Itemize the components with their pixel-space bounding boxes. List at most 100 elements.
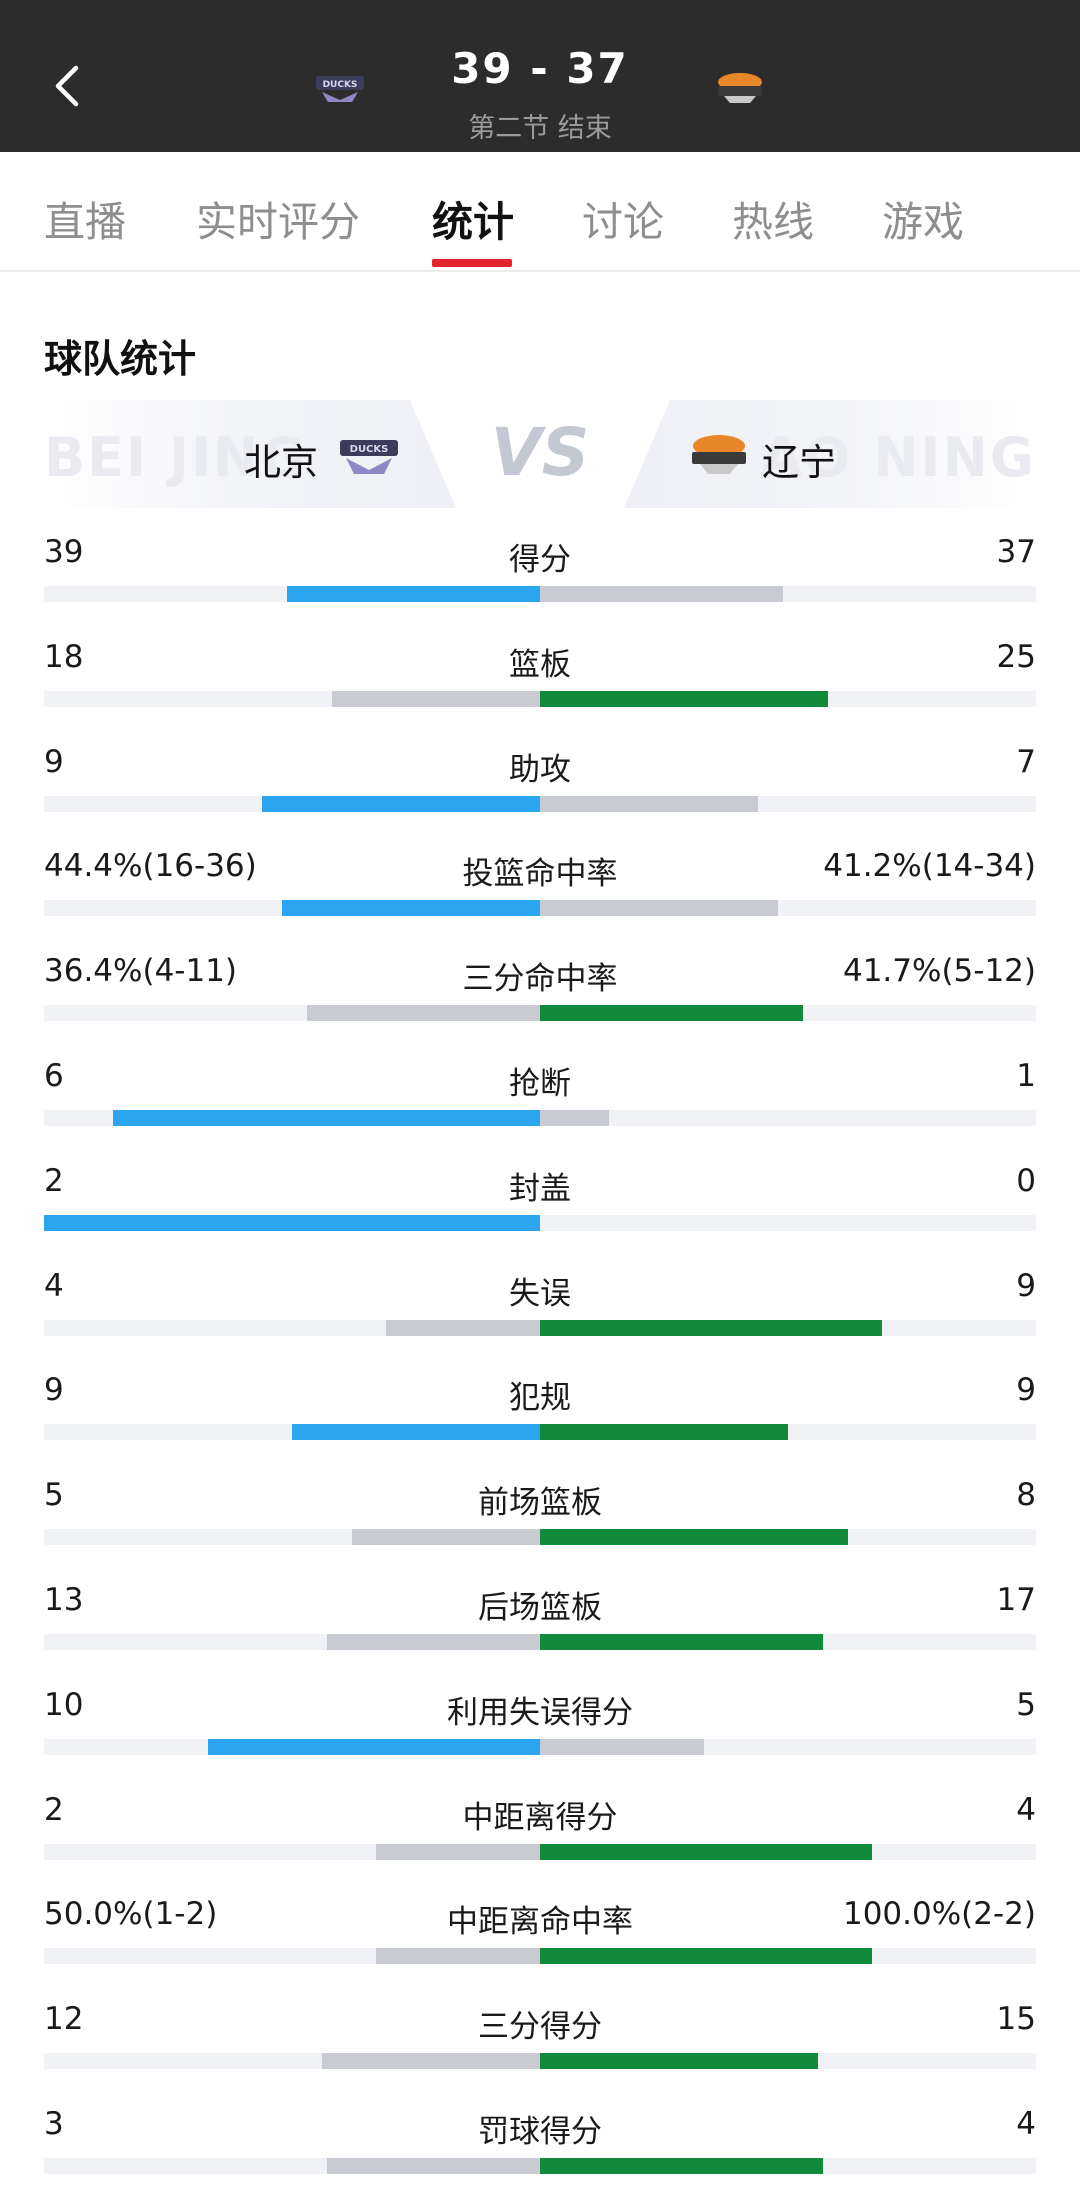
tab-live-rating[interactable]: 实时评分 (196, 198, 360, 246)
stat-bar-track (44, 1843, 1036, 1860)
match-score: 39 - 37 (451, 44, 629, 93)
stat-away-value: 100.0%(2-2) (842, 1896, 1036, 1933)
tab-games[interactable]: 游戏 (882, 198, 964, 246)
stat-away-value: 17 (996, 1582, 1036, 1618)
stat-home-value: 50.0%(1-2) (44, 1896, 218, 1933)
stat-bar-away (540, 1634, 823, 1650)
stat-bar-home (282, 900, 540, 917)
stat-row: 10 利用失误得分 5 (44, 1683, 1036, 1788)
stat-row: 2 中距离得分 4 (44, 1788, 1036, 1893)
stat-label: 三分命中率 (462, 961, 618, 998)
stat-row: 13 后场篮板 17 (44, 1578, 1036, 1683)
home-bg-text: BEI JING (44, 426, 307, 489)
stat-row: 6 抢断 1 (44, 1054, 1036, 1159)
stat-home-value: 44.4%(16-36) (44, 848, 257, 885)
stat-bar-home (262, 795, 540, 812)
stat-home-value: 2 (44, 1162, 64, 1199)
away-team-name: 辽宁 (762, 441, 836, 484)
stat-row: 2 封盖 0 (44, 1159, 1036, 1264)
stat-bar-away (540, 1424, 788, 1441)
stat-bar-home (326, 1634, 540, 1650)
stat-away-value: 15 (996, 2001, 1036, 2038)
stat-label: 罚球得分 (478, 2114, 602, 2150)
stat-bar-away (540, 690, 828, 707)
stat-label: 中距离命中率 (447, 1904, 633, 1941)
stat-home-value: 18 (44, 638, 84, 675)
stat-label: 三分得分 (478, 2009, 602, 2046)
matchup-banner: BEI JING AO NING 北京 DUCKS VS 辽宁 (44, 400, 1036, 508)
stat-row: 5 前场篮板 8 (44, 1473, 1036, 1578)
section-title: 球队统计 (44, 337, 197, 381)
stat-home-value: 2 (44, 1791, 64, 1828)
stat-home-value: 6 (44, 1058, 64, 1094)
stat-home-value: 9 (44, 743, 64, 780)
stat-bar-away (540, 1948, 873, 1965)
stat-bar-away (540, 2053, 818, 2070)
stat-bar-away (540, 1005, 803, 1022)
tab-hotline[interactable]: 热线 (732, 198, 814, 246)
stat-bar-home (331, 690, 540, 707)
tab-stats[interactable]: 统计 (432, 198, 514, 246)
stat-bar-away (540, 1738, 704, 1755)
stat-bar-track (44, 1110, 1036, 1126)
stat-away-value: 37 (996, 534, 1036, 570)
stat-away-value: 0 (1016, 1162, 1036, 1199)
stat-bar-home (113, 1110, 540, 1126)
stat-home-value: 9 (44, 1372, 64, 1409)
stat-label: 投篮命中率 (462, 856, 618, 893)
stat-bar-home (351, 1529, 540, 1546)
chevron-left-icon (55, 65, 79, 107)
stat-label: 利用失误得分 (447, 1694, 633, 1731)
stat-bar-away (540, 1110, 610, 1126)
stat-bar-track (44, 1738, 1036, 1755)
stat-label: 前场篮板 (478, 1485, 602, 1522)
stat-bar-home (376, 1948, 540, 1965)
stat-bar-home (321, 2053, 540, 2070)
stat-row: 44.4%(16-36) 投篮命中率 41.2%(14-34) (44, 844, 1036, 949)
stat-bar-track (44, 1005, 1036, 1022)
stat-bar-away (540, 1843, 873, 1860)
stat-label: 后场篮板 (478, 1590, 602, 1626)
vs-label: VS (490, 414, 590, 491)
stat-label: 犯规 (509, 1380, 571, 1417)
stat-bar-away (540, 586, 784, 602)
stat-bar-home (44, 1214, 540, 1231)
home-team-logo[interactable]: DUCKS (310, 66, 370, 106)
stat-home-value: 39 (44, 534, 84, 570)
back-button[interactable] (48, 62, 88, 110)
stat-bar-track (44, 586, 1036, 602)
away-team-logo[interactable] (710, 66, 770, 106)
stat-bar-home (376, 1843, 540, 1860)
stat-away-value: 1 (1016, 1058, 1036, 1094)
tab-bar: 直播 实时评分 统计 讨论 热线 游戏 (0, 152, 1080, 272)
stat-row: 39 得分 37 (44, 530, 1036, 635)
stat-row: 3 罚球得分 4 (44, 2102, 1036, 2207)
stat-bar-track (44, 690, 1036, 707)
stat-bar-home (292, 1424, 540, 1441)
stat-away-value: 9 (1016, 1267, 1036, 1304)
stat-away-value: 9 (1016, 1372, 1036, 1409)
stat-bar-track (44, 1529, 1036, 1546)
stat-bar-track (44, 900, 1036, 917)
stat-bar-track (44, 1319, 1036, 1336)
stat-home-value: 12 (44, 2001, 84, 2038)
stat-bar-track (44, 1424, 1036, 1441)
tab-live[interactable]: 直播 (44, 198, 126, 246)
active-tab-indicator (432, 259, 512, 267)
stat-row: 18 篮板 25 (44, 635, 1036, 740)
stat-bar-track (44, 2158, 1036, 2174)
stat-bar-away (540, 900, 779, 917)
stat-home-value: 3 (44, 2106, 64, 2142)
svg-text:DUCKS: DUCKS (323, 80, 358, 90)
stat-label: 封盖 (509, 1170, 571, 1207)
stat-bar-home (287, 586, 540, 602)
stat-away-value: 4 (1016, 2106, 1036, 2142)
stat-bar-away (540, 2158, 823, 2174)
stat-home-value: 5 (44, 1477, 64, 1514)
stat-label: 得分 (509, 542, 571, 578)
stat-row: 12 三分得分 15 (44, 1997, 1036, 2102)
stat-bar-home (326, 2158, 540, 2174)
stat-bar-home (386, 1319, 540, 1336)
tab-discussion[interactable]: 讨论 (582, 198, 664, 246)
stat-away-value: 41.2%(14-34) (823, 848, 1036, 885)
